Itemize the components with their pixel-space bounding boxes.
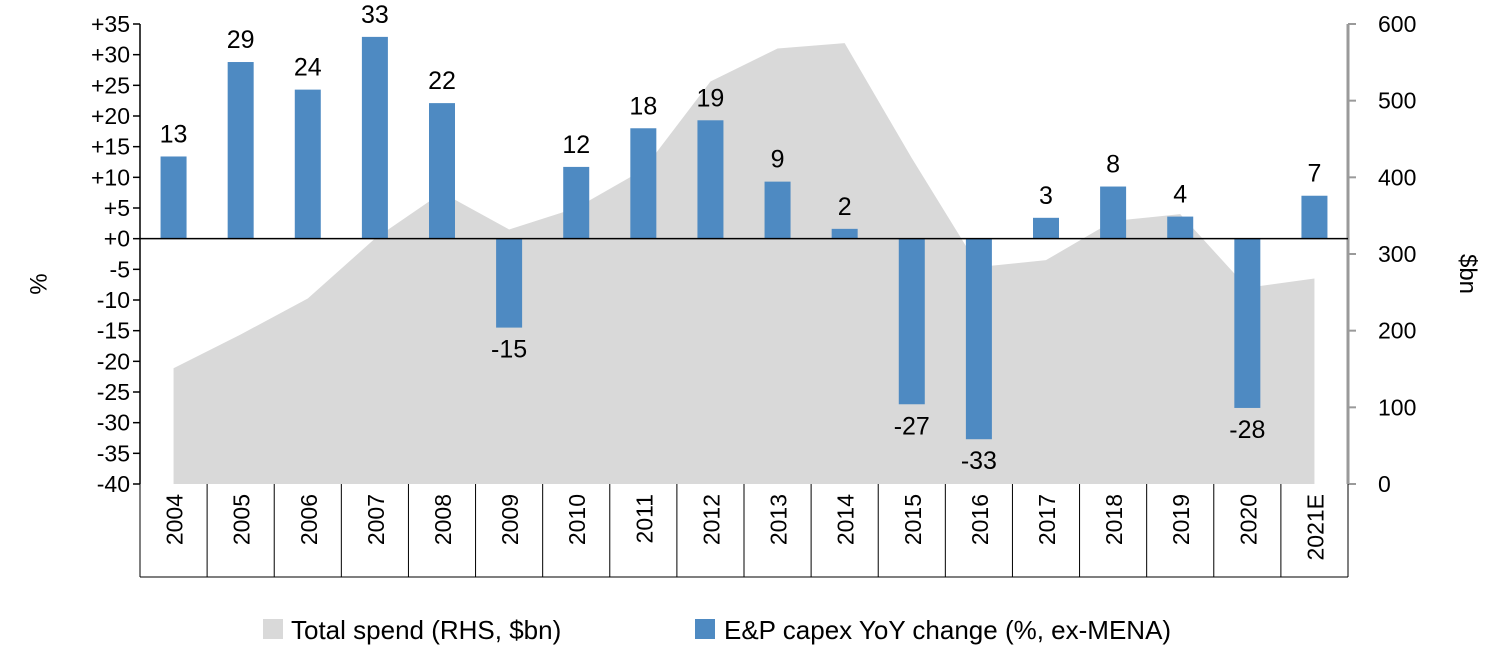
bar-2010 <box>563 166 590 239</box>
left-tick-label: -20 <box>97 348 130 374</box>
legend-label-capex: E&P capex YoY change (%, ex-MENA) <box>724 615 1171 645</box>
data-label-2011: 18 <box>629 92 657 120</box>
bar-2020 <box>1234 238 1261 408</box>
x-tick-label-2005: 2005 <box>229 494 255 545</box>
data-label-2010: 12 <box>562 131 590 159</box>
right-tick-label: 600 <box>1378 11 1416 37</box>
left-tick-label: -25 <box>97 379 130 405</box>
x-tick-label-2013: 2013 <box>766 494 792 545</box>
area-total-spend <box>173 43 1315 485</box>
bar-2009 <box>496 238 523 328</box>
x-tick-label-2018: 2018 <box>1101 494 1127 545</box>
x-tick-label-2021E: 2021E <box>1302 494 1328 561</box>
bar-layer <box>160 36 1328 440</box>
right-tick-label: 200 <box>1378 318 1416 344</box>
x-tick-label-2012: 2012 <box>698 494 724 545</box>
left-axis-title: % <box>24 273 51 294</box>
bar-2017 <box>1033 217 1059 239</box>
data-label-2015: -27 <box>894 412 930 440</box>
legend-swatch-total-spend <box>263 619 283 639</box>
data-label-2014: 2 <box>838 193 852 221</box>
data-label-2020: -28 <box>1229 416 1265 444</box>
right-axis-title: $bn <box>1454 254 1481 294</box>
data-label-2018: 8 <box>1106 151 1120 179</box>
x-tick-label-2010: 2010 <box>564 494 590 545</box>
left-tick-label: +20 <box>91 103 130 129</box>
x-tick-label-2019: 2019 <box>1168 494 1194 545</box>
left-tick-label: -10 <box>97 287 130 313</box>
x-tick-label-2020: 2020 <box>1235 494 1261 545</box>
bar-2018 <box>1100 186 1127 239</box>
x-tick-label-2017: 2017 <box>1034 494 1060 545</box>
bar-2012 <box>697 120 724 239</box>
left-tick-label: +0 <box>104 226 130 252</box>
legend-swatch-capex <box>695 619 715 639</box>
left-tick-label: +5 <box>104 195 130 221</box>
x-tick-label-2008: 2008 <box>430 494 456 545</box>
left-tick-label: -30 <box>97 410 130 436</box>
bar-2004 <box>160 156 187 239</box>
left-tick-label: -5 <box>110 256 130 282</box>
x-tick-label-2016: 2016 <box>967 494 993 545</box>
x-tick-label-2007: 2007 <box>363 494 389 545</box>
data-label-2007: 33 <box>361 1 389 29</box>
x-tick-label-2009: 2009 <box>497 494 523 545</box>
bar-2015 <box>898 238 925 405</box>
label-layer: 13 29 24 33 22 -15 12 18 19 9 2 -27 -33 3 8 4 -28 7 <box>160 1 1322 475</box>
x-tick-label-2006: 2006 <box>296 494 322 545</box>
bar-2016 <box>965 238 992 440</box>
data-label-2017: 3 <box>1039 182 1053 210</box>
bar-2019 <box>1167 216 1194 239</box>
data-label-2016: -33 <box>961 447 997 475</box>
right-tick-label: 500 <box>1378 88 1416 114</box>
left-tick-label: -15 <box>97 318 130 344</box>
area-layer <box>173 43 1315 485</box>
bar-2006 <box>294 89 321 239</box>
bar-2011 <box>630 128 657 239</box>
right-tick-label: 400 <box>1378 164 1416 190</box>
bar-2021E <box>1301 195 1328 239</box>
left-tick-label: +10 <box>91 164 130 190</box>
left-tick-label: +25 <box>91 72 130 98</box>
right-tick-label: 100 <box>1378 394 1416 420</box>
data-label-2004: 13 <box>160 120 188 148</box>
bar-2014 <box>831 228 858 239</box>
data-label-2009: -15 <box>491 336 527 364</box>
left-tick-label: -35 <box>97 440 130 466</box>
x-tick-label-2015: 2015 <box>900 494 926 545</box>
data-label-2012: 19 <box>697 84 725 112</box>
left-tick-label: +30 <box>91 42 130 68</box>
axis-layer: -40 -35 -30 -25 -20 -15 -10 -5 +0 +5 +10 +15 +20 +25 +… <box>24 11 1481 578</box>
left-tick-label: +15 <box>91 134 130 160</box>
right-tick-label: 0 <box>1378 471 1391 497</box>
data-label-2005: 29 <box>227 26 255 54</box>
right-tick-label: 300 <box>1378 241 1416 267</box>
bar-2007 <box>361 36 388 239</box>
bar-2013 <box>764 181 791 239</box>
bar-2008 <box>429 103 455 239</box>
x-tick-label-2011: 2011 <box>631 494 657 543</box>
left-tick-label: +35 <box>91 11 130 37</box>
left-tick-label: -40 <box>97 471 130 497</box>
x-tick-label-2014: 2014 <box>833 494 859 545</box>
data-label-2006: 24 <box>294 54 322 82</box>
data-label-2008: 22 <box>428 67 456 95</box>
data-label-2021E: 7 <box>1307 160 1321 188</box>
legend-label-total-spend: Total spend (RHS, $bn) <box>291 615 561 645</box>
legend: Total spend (RHS, $bn) E&P capex YoY chan… <box>263 615 1171 645</box>
data-label-2013: 9 <box>771 146 785 174</box>
data-label-2019: 4 <box>1173 181 1187 209</box>
bar-2005 <box>227 62 254 239</box>
x-tick-label-2004: 2004 <box>162 494 188 545</box>
